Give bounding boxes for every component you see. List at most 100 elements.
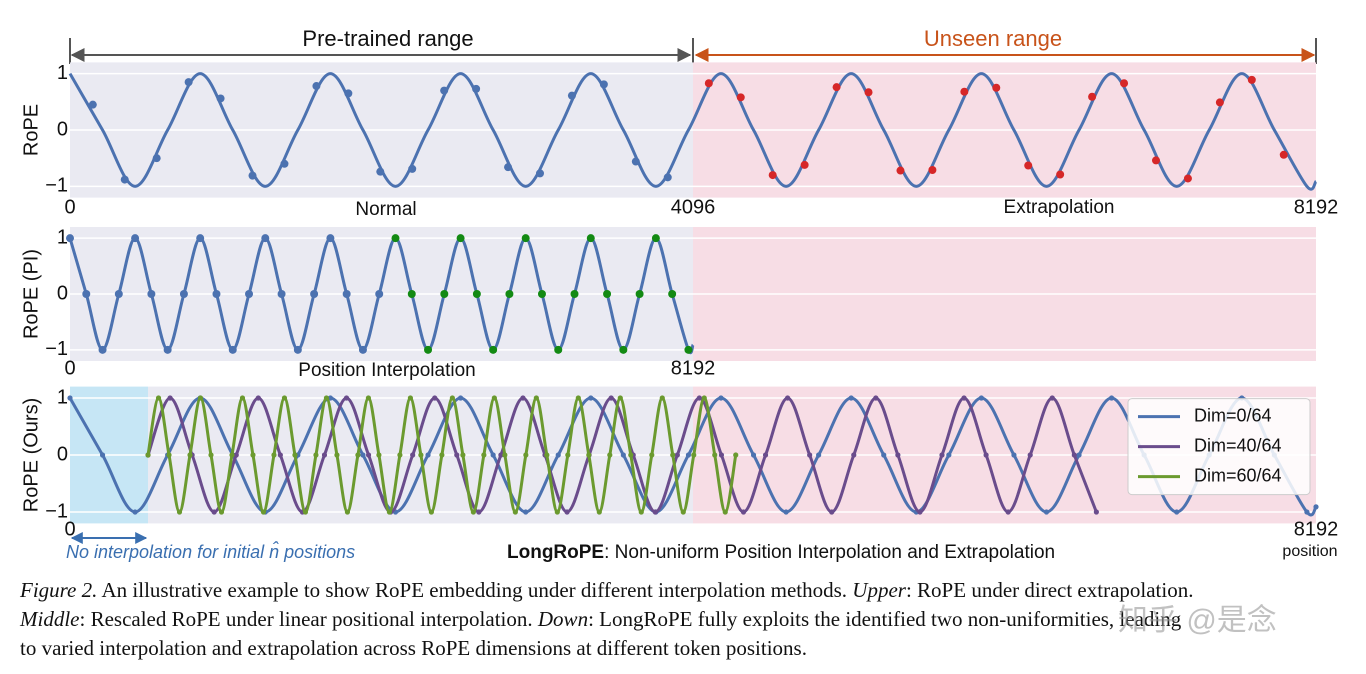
marker [248, 171, 257, 180]
x-tick-label: 4096 [671, 196, 716, 218]
caption-line: Middle: Rescaled RoPE under linear posit… [19, 607, 1182, 631]
marker [212, 290, 221, 298]
caption-text: Figure 2. [19, 578, 97, 602]
marker [1174, 509, 1180, 515]
series-line [68, 236, 695, 355]
annotations: Normal Extrapolation Position Interpolat… [66, 197, 1338, 563]
marker [668, 290, 677, 298]
marker [570, 290, 579, 298]
marker [449, 395, 455, 401]
y-tick-label: 0 [57, 118, 68, 140]
marker [768, 171, 777, 180]
annotation: Normal [355, 199, 416, 220]
marker [599, 80, 608, 89]
marker [228, 345, 237, 354]
marker [684, 345, 693, 354]
marker [432, 395, 438, 401]
marker [313, 452, 319, 458]
caption-text: Middle [19, 607, 79, 631]
panel-title-rest: : Non-uniform Position Interpolation and… [604, 542, 1055, 563]
annotation: Extrapolation [1004, 197, 1115, 218]
marker [1027, 452, 1033, 458]
marker [197, 395, 204, 401]
caption: Figure 2. An illustrative example to sho… [19, 578, 1193, 660]
marker [334, 452, 340, 458]
caption-text: to varied interpolation and extrapolatio… [20, 636, 807, 660]
marker [1304, 509, 1310, 515]
marker [596, 509, 602, 515]
marker [575, 395, 581, 401]
y-tick-label: 0 [57, 282, 68, 304]
marker [535, 169, 544, 178]
caption-line: to varied interpolation and extrapolatio… [20, 636, 807, 660]
marker [873, 395, 879, 401]
y-axis-label: RoPE (Ours) [20, 398, 42, 512]
marker [651, 234, 660, 243]
legend-label: Dim=60/64 [1194, 465, 1282, 485]
marker [98, 345, 107, 354]
marker [457, 395, 464, 401]
x-tick-label: 0 [64, 196, 75, 218]
marker [917, 509, 923, 515]
marker [691, 452, 697, 458]
marker [472, 84, 481, 93]
marker [376, 167, 385, 176]
marker [310, 290, 319, 298]
annotation: No interpolation for initial n̂ position… [66, 541, 355, 562]
marker [832, 83, 841, 92]
legend-label: Dim=0/64 [1194, 405, 1272, 425]
caption-text: : RoPE under direct extrapolation. [906, 578, 1194, 602]
marker [652, 509, 658, 515]
marker [851, 452, 857, 458]
marker [229, 452, 235, 458]
marker [179, 290, 188, 298]
marker [649, 452, 655, 458]
marker [321, 452, 328, 458]
marker [391, 234, 400, 243]
marker [1005, 509, 1011, 515]
x-tick-label: 8192 [1294, 196, 1339, 218]
marker [674, 452, 680, 458]
marker [312, 82, 321, 91]
y-tick-label: −1 [45, 500, 68, 522]
marker [67, 395, 73, 401]
caption-line: Figure 2. An illustrative example to sho… [19, 578, 1193, 602]
marker [992, 83, 1001, 92]
marker [323, 395, 330, 401]
marker [554, 509, 560, 515]
marker [928, 165, 937, 174]
marker [603, 290, 612, 298]
y-tick-label: −1 [45, 338, 68, 360]
marker [740, 509, 747, 515]
marker [554, 345, 563, 354]
marker [376, 452, 382, 458]
marker [718, 395, 724, 401]
marker [564, 509, 570, 515]
marker [408, 164, 417, 173]
marker [750, 452, 757, 458]
marker [375, 290, 384, 298]
marker [280, 159, 289, 168]
x-axis-label: position [1282, 543, 1337, 560]
marker [498, 452, 504, 458]
marker [586, 234, 595, 243]
y-tick-label: 1 [57, 62, 68, 84]
marker [271, 452, 277, 458]
marker [785, 395, 791, 401]
marker [544, 452, 550, 458]
marker [166, 452, 172, 458]
marker [1183, 174, 1192, 183]
marker [114, 290, 123, 298]
marker [895, 452, 901, 458]
caption-text: : LongRoPE fully exploits the identified… [588, 607, 1182, 631]
marker [631, 157, 640, 166]
marker [696, 395, 702, 401]
marker [255, 395, 261, 401]
marker [397, 452, 403, 458]
marker [1056, 170, 1065, 179]
marker [145, 452, 151, 458]
range-label: Pre-trained range [302, 26, 473, 51]
marker [800, 160, 809, 169]
